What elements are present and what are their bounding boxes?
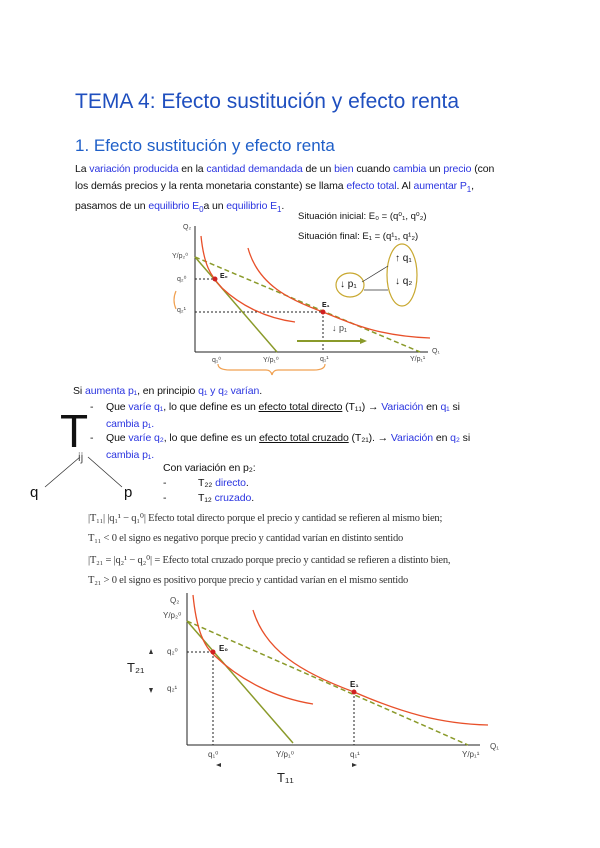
arrow-to-q1 bbox=[361, 265, 389, 283]
tick-label: Y/p₁⁰ bbox=[263, 357, 279, 364]
diagram1 bbox=[173, 226, 431, 376]
point-e0 bbox=[210, 649, 216, 655]
math-line: T₁₁ < 0 el signo es negativo porque prec… bbox=[88, 533, 404, 544]
p1-down-label: ↓ p₁ bbox=[332, 323, 348, 333]
intro-line: La variación producida en la cantidad de… bbox=[75, 163, 495, 175]
intro-line: los demás precios y la renta monetaria c… bbox=[75, 180, 474, 195]
intro-paragraph: La variación producida en la cantidad de… bbox=[75, 161, 494, 218]
tick-label: Y/p₁¹ bbox=[462, 750, 480, 759]
t-symbol: T bbox=[60, 405, 89, 457]
tick-label: Y/p₂⁰ bbox=[163, 611, 182, 620]
t21-label: T₂₁ bbox=[127, 660, 145, 675]
e0-label: E₀ bbox=[219, 644, 228, 653]
axis-label: Q₂ bbox=[183, 224, 192, 231]
axis-label: Q₁ bbox=[490, 742, 499, 751]
page-title: TEMA 4: Efecto sustitución y efecto rent… bbox=[75, 90, 460, 113]
box-q1: ↑ q₁ bbox=[395, 253, 412, 264]
e1-label: E₁ bbox=[322, 302, 330, 309]
math-line: T₂₁ > 0 el signo es positivo porque prec… bbox=[88, 575, 409, 586]
e1-label: E₁ bbox=[350, 680, 359, 689]
arrow-to-p bbox=[87, 456, 123, 488]
indifference-curve-1 bbox=[192, 594, 314, 705]
diagram2 bbox=[149, 593, 489, 767]
box-q2: ↓ q₂ bbox=[395, 276, 413, 287]
bullet-directo: Que varíe q₁, lo que define es un efecto… bbox=[106, 401, 460, 430]
section-heading: 1. Efecto sustitución y efecto renta bbox=[75, 136, 335, 155]
budget-line-final bbox=[194, 256, 421, 353]
con-variacion: Con variación en p₂: bbox=[163, 462, 256, 474]
tick-label: q₁⁰ bbox=[208, 750, 219, 759]
bullet-cruzado: Que varíe q₂, lo que define es un efecto… bbox=[106, 432, 471, 461]
budget-line-initial bbox=[186, 620, 294, 744]
point-e0 bbox=[212, 276, 218, 282]
point-e1 bbox=[351, 689, 357, 695]
tick-label: Y/p₂⁰ bbox=[172, 253, 189, 260]
tick-label: Y/p₁¹ bbox=[410, 356, 426, 363]
shift-arrow-head bbox=[360, 338, 367, 344]
tick-label: q₂¹ bbox=[177, 307, 186, 314]
t-diagram bbox=[44, 456, 123, 488]
indifference-curve-1 bbox=[200, 235, 296, 323]
t-branch-p: p bbox=[124, 484, 133, 501]
tick-label: q₁¹ bbox=[320, 356, 329, 363]
final-situation: Situación final: E₁ = (q¹₁, q¹₂) bbox=[298, 231, 419, 242]
brace-left bbox=[173, 290, 177, 310]
p1-box bbox=[335, 272, 365, 298]
t-branch-q: q bbox=[30, 484, 39, 501]
bullet-dash: - bbox=[90, 401, 94, 413]
tick-label: Y/p₁⁰ bbox=[276, 750, 294, 759]
bullet-dash: - bbox=[90, 432, 94, 444]
math-line: |T₂₁ = |q₂¹ − q₂⁰| = Efecto total cruzad… bbox=[88, 555, 451, 566]
axis-label: Q₁ bbox=[432, 348, 440, 355]
bullet-dash: - bbox=[163, 492, 167, 504]
tick-label: q₂¹ bbox=[167, 684, 178, 693]
tick-label: q₂⁰ bbox=[177, 276, 187, 283]
initial-situation: Situación inicial: E₀ = (q⁰₁, q⁰₂) bbox=[298, 211, 427, 222]
point-e1 bbox=[320, 309, 326, 315]
bullet-dash: - bbox=[163, 477, 167, 489]
t12-line: T₁₂ cruzado. bbox=[198, 492, 255, 504]
math-line: |T₁₁| |q₁¹ − q₁⁰| Efecto total directo p… bbox=[88, 513, 443, 524]
axis-label: Q₂ bbox=[170, 596, 180, 605]
q-box bbox=[386, 243, 418, 307]
brace-bottom bbox=[217, 363, 326, 376]
tick-label: q₁¹ bbox=[350, 750, 360, 759]
range-arrows bbox=[149, 649, 357, 767]
tick-label: q₂⁰ bbox=[167, 647, 178, 656]
indifference-curve-2 bbox=[252, 609, 489, 726]
t22-line: T₂₂ directo. bbox=[198, 477, 249, 489]
intro-line: pasamos de un equilibrio E0a un equilibr… bbox=[75, 200, 285, 215]
tick-label: q₁⁰ bbox=[212, 357, 222, 364]
t-subscript: ij bbox=[78, 450, 84, 464]
budget-line-initial bbox=[194, 256, 278, 353]
budget-line-final bbox=[186, 620, 469, 746]
si-aumenta-line: Si aumenta p₁, en principio q₁ y q₂ varí… bbox=[73, 385, 263, 397]
t11-label: T₁₁ bbox=[277, 770, 294, 785]
box-p1: ↓ p₁ bbox=[340, 279, 357, 290]
arrow-to-q bbox=[44, 456, 81, 488]
e0-label: E₀ bbox=[220, 273, 228, 280]
